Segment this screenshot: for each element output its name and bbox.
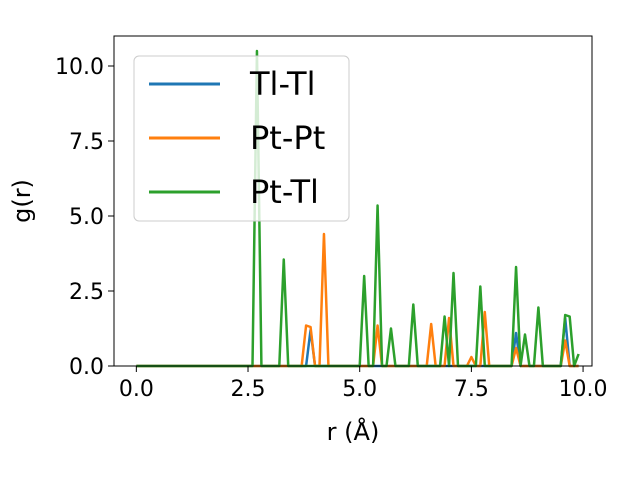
x-axis-ticks: 0.0 2.5 5.0 7.5 10.0 [119, 366, 608, 402]
x-tick-label: 10.0 [559, 377, 608, 402]
y-tick-label: 2.5 [69, 280, 104, 305]
legend: Tl-Tl Pt-Pt Pt-Tl [133, 55, 350, 222]
x-tick-label: 5.0 [342, 377, 377, 402]
x-tick-label: 0.0 [119, 377, 154, 402]
y-axis-ticks: 0.0 2.5 5.0 7.5 10.0 [55, 55, 114, 380]
y-tick-label: 10.0 [55, 55, 104, 80]
y-tick-label: 0.0 [69, 355, 104, 380]
y-axis-label: g(r) [8, 179, 36, 223]
x-axis-label: r (Å) [327, 417, 380, 446]
legend-label: Pt-Pt [250, 119, 325, 157]
legend-label: Pt-Tl [250, 173, 319, 211]
x-tick-label: 2.5 [231, 377, 266, 402]
legend-label: Tl-Tl [249, 65, 315, 103]
y-tick-label: 5.0 [69, 205, 104, 230]
x-tick-label: 7.5 [454, 377, 489, 402]
y-tick-label: 7.5 [69, 130, 104, 155]
plot-frame [113, 35, 593, 367]
legend-box [133, 55, 350, 222]
